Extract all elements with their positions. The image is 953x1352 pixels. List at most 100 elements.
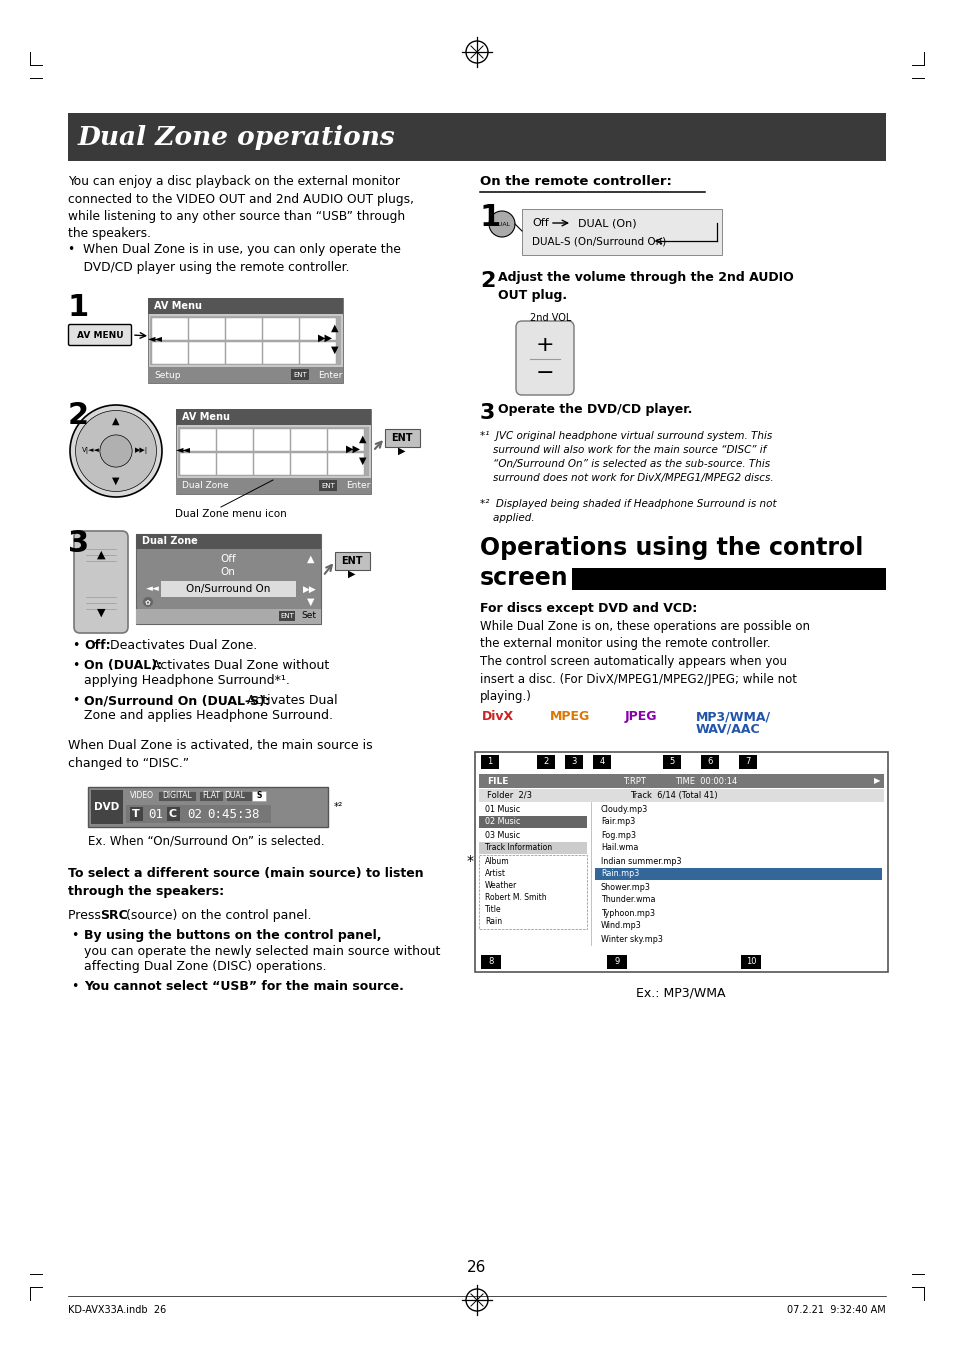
Bar: [167, 807, 180, 821]
Text: 1: 1: [479, 203, 500, 233]
Text: 3: 3: [479, 403, 495, 423]
Circle shape: [100, 435, 132, 466]
Bar: [148, 297, 343, 383]
Bar: [136, 608, 320, 625]
Bar: [148, 297, 343, 314]
Text: 7: 7: [744, 757, 750, 767]
Text: Fair.mp3: Fair.mp3: [600, 818, 635, 826]
Text: ▼: ▼: [307, 598, 314, 607]
Bar: [595, 854, 882, 867]
Text: Typhoon.mp3: Typhoon.mp3: [600, 909, 655, 918]
Text: Off:: Off:: [84, 639, 111, 652]
Text: V|◄◄: V|◄◄: [82, 448, 99, 454]
Text: DUAL: DUAL: [493, 222, 510, 227]
Bar: [478, 790, 883, 802]
Text: ▼: ▼: [359, 456, 366, 466]
Text: 5: 5: [669, 757, 674, 767]
Bar: [537, 754, 555, 769]
Bar: [226, 318, 262, 339]
Text: 26: 26: [467, 1260, 486, 1275]
Text: ENT: ENT: [341, 556, 362, 566]
Text: DUAL: DUAL: [224, 791, 245, 800]
Circle shape: [143, 598, 152, 607]
Bar: [740, 955, 760, 969]
Text: Enter: Enter: [346, 481, 370, 491]
Text: Setup: Setup: [153, 370, 180, 380]
Text: Wind.mp3: Wind.mp3: [600, 922, 641, 930]
Text: ▲: ▲: [96, 550, 105, 560]
Bar: [739, 754, 757, 769]
Text: ▶▶|: ▶▶|: [134, 448, 148, 454]
Text: Operations using the control: Operations using the control: [479, 535, 862, 560]
Bar: [385, 429, 419, 448]
Text: By using the buttons on the control panel,: By using the buttons on the control pane…: [84, 929, 381, 942]
Circle shape: [75, 411, 156, 492]
Text: Indian summer.mp3: Indian summer.mp3: [600, 857, 680, 865]
Text: +: +: [536, 335, 554, 356]
Text: ✿: ✿: [145, 599, 151, 604]
Bar: [91, 790, 123, 823]
Text: Activates Dual: Activates Dual: [243, 694, 337, 707]
Bar: [263, 318, 298, 339]
Text: Rain: Rain: [484, 917, 501, 926]
Text: TIME  00:00:14: TIME 00:00:14: [675, 776, 737, 786]
Text: DVD: DVD: [94, 802, 119, 813]
Bar: [180, 453, 215, 475]
Text: VIDEO: VIDEO: [130, 791, 153, 800]
Bar: [595, 882, 882, 894]
Text: 03 Music: 03 Music: [484, 830, 519, 840]
Bar: [189, 342, 225, 364]
Bar: [278, 611, 294, 621]
Text: ▶▶: ▶▶: [317, 333, 333, 343]
Bar: [189, 318, 225, 339]
Bar: [335, 552, 370, 571]
Text: To select a different source (main source) to listen
through the speakers:: To select a different source (main sourc…: [68, 867, 423, 898]
Bar: [291, 369, 309, 380]
Text: 9: 9: [614, 957, 619, 967]
Bar: [478, 773, 883, 788]
Text: 4: 4: [598, 757, 604, 767]
Text: Title: Title: [484, 904, 501, 914]
Text: You can enjoy a disc playback on the external monitor
connected to the VIDEO OUT: You can enjoy a disc playback on the ext…: [68, 174, 414, 241]
Text: T: T: [132, 808, 140, 819]
Text: JPEG: JPEG: [624, 710, 657, 723]
Text: •: •: [71, 929, 88, 942]
Bar: [253, 453, 290, 475]
FancyBboxPatch shape: [74, 531, 128, 633]
Text: −: −: [536, 362, 554, 383]
Bar: [126, 804, 271, 823]
Text: 0:45:38: 0:45:38: [207, 807, 259, 821]
Text: Off: Off: [532, 218, 548, 228]
Text: 02 Music: 02 Music: [484, 818, 519, 826]
Text: •  When Dual Zone is in use, you can only operate the
    DVD/CD player using th: • When Dual Zone is in use, you can only…: [68, 243, 400, 273]
Text: Track Information: Track Information: [484, 844, 552, 853]
Text: ▼: ▼: [112, 476, 120, 485]
Bar: [263, 342, 298, 364]
Text: ▶: ▶: [397, 446, 405, 456]
Bar: [150, 316, 340, 365]
Text: •: •: [71, 658, 79, 672]
Bar: [480, 955, 500, 969]
Text: Album: Album: [484, 857, 509, 865]
Bar: [480, 754, 498, 769]
Text: 10: 10: [745, 957, 756, 967]
Text: Ex.: MP3/WMA: Ex.: MP3/WMA: [636, 986, 725, 999]
Text: ▶▶: ▶▶: [303, 584, 316, 594]
Bar: [175, 410, 371, 493]
Bar: [136, 534, 320, 625]
Bar: [158, 791, 195, 800]
Bar: [161, 581, 295, 598]
Text: applying Headphone Surround*¹.: applying Headphone Surround*¹.: [84, 675, 290, 687]
Text: 3: 3: [68, 529, 89, 558]
Text: Folder  2/3: Folder 2/3: [486, 791, 532, 800]
Text: C: C: [169, 808, 177, 819]
Text: On (DUAL):: On (DUAL):: [84, 658, 162, 672]
Text: ▲: ▲: [112, 416, 120, 426]
Text: Hail.wma: Hail.wma: [600, 844, 638, 853]
Text: 2nd VOL: 2nd VOL: [530, 314, 571, 323]
Text: 01: 01: [148, 807, 163, 821]
Text: DivX: DivX: [481, 710, 514, 723]
Bar: [521, 210, 721, 256]
Text: ▶: ▶: [348, 569, 355, 579]
Text: MPEG: MPEG: [550, 710, 590, 723]
